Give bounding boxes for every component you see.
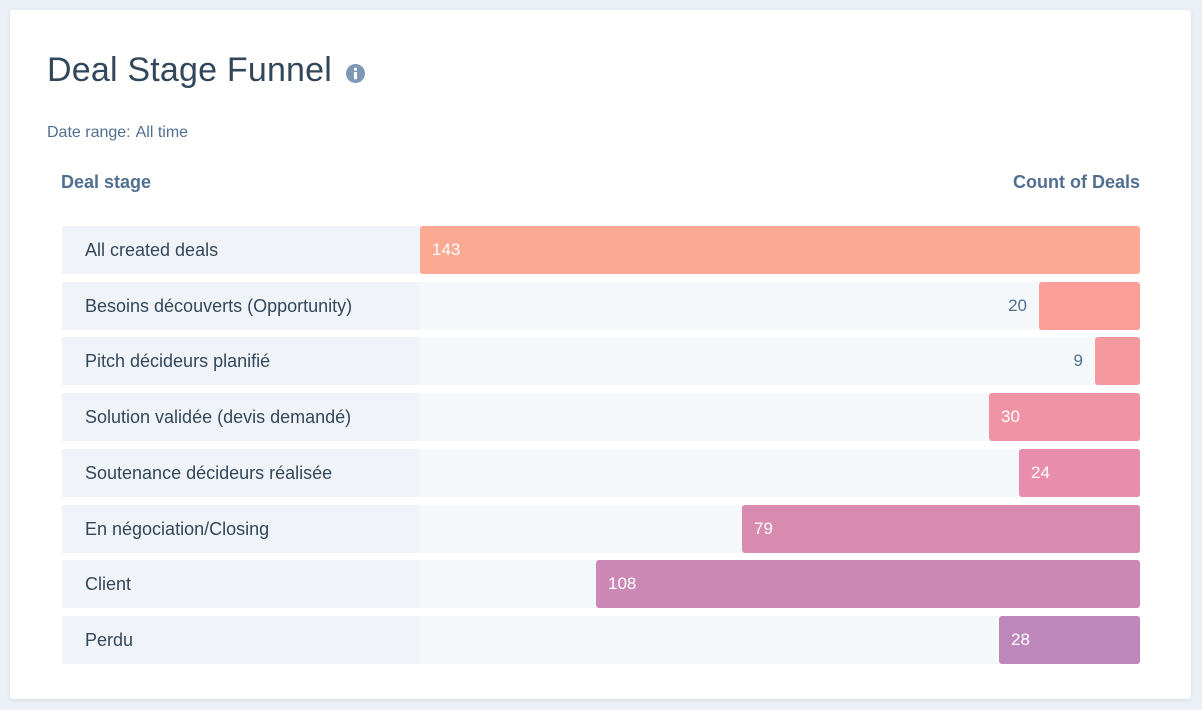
funnel-row: Besoins découverts (Opportunity) 20 (62, 282, 1140, 330)
funnel-row-label: Solution validée (devis demandé) (62, 393, 420, 441)
funnel-chart: All created deals 143 Besoins découverts (… (62, 226, 1140, 664)
column-header-count-of-deals: Count of Deals (1012, 172, 1140, 192)
funnel-row: Pitch décideurs planifié 9 (62, 337, 1140, 385)
funnel-bar[interactable] (999, 616, 1140, 664)
funnel-value-label: 79 (754, 519, 773, 538)
funnel-value-label: 24 (1031, 463, 1050, 482)
funnel-row-label: Pitch décideurs planifié (62, 337, 420, 385)
funnel-row: Solution validée (devis demandé) 30 (62, 393, 1140, 441)
funnel-row-label: Besoins découverts (Opportunity) (62, 282, 420, 330)
title-row: Deal Stage Funnel (47, 48, 366, 92)
date-range-label: Date range: (47, 124, 131, 141)
funnel-row: En négociation/Closing 79 (62, 505, 1140, 553)
funnel-row: All created deals 143 (62, 226, 1140, 274)
date-range-value: All time (135, 124, 189, 141)
funnel-value-label: 143 (432, 240, 461, 259)
funnel-row-label: All created deals (62, 226, 420, 274)
funnel-bar[interactable] (420, 226, 1140, 274)
funnel-bar[interactable] (1095, 337, 1140, 385)
funnel-bar[interactable] (989, 393, 1140, 441)
column-header-deal-stage: Deal stage (61, 172, 152, 192)
funnel-value-label: 20 (1008, 296, 1027, 315)
funnel-bar[interactable] (1019, 449, 1140, 497)
report-title: Deal Stage Funnel (47, 50, 333, 89)
date-range-filter[interactable]: Date range: All time (47, 124, 188, 142)
funnel-value-label: 30 (1001, 407, 1020, 426)
funnel-row: Perdu 28 (62, 616, 1140, 664)
funnel-value-label: 9 (1073, 351, 1083, 370)
funnel-bar[interactable] (1039, 282, 1140, 330)
info-circle-icon[interactable] (346, 63, 366, 83)
funnel-value-label: 108 (608, 574, 637, 593)
funnel-row-label: Soutenance décideurs réalisée (62, 449, 420, 497)
funnel-value-label: 28 (1011, 630, 1030, 649)
funnel-row-label: Client (62, 560, 420, 608)
funnel-row: Soutenance décideurs réalisée 24 (62, 449, 1140, 497)
funnel-row-label: En négociation/Closing (62, 505, 420, 553)
deal-stage-funnel-card: Deal Stage Funnel Date range: All time De… (10, 10, 1191, 699)
funnel-row: Client 108 (62, 560, 1140, 608)
funnel-bar[interactable] (596, 560, 1140, 608)
funnel-bar[interactable] (742, 505, 1140, 553)
funnel-row-label: Perdu (62, 616, 420, 664)
